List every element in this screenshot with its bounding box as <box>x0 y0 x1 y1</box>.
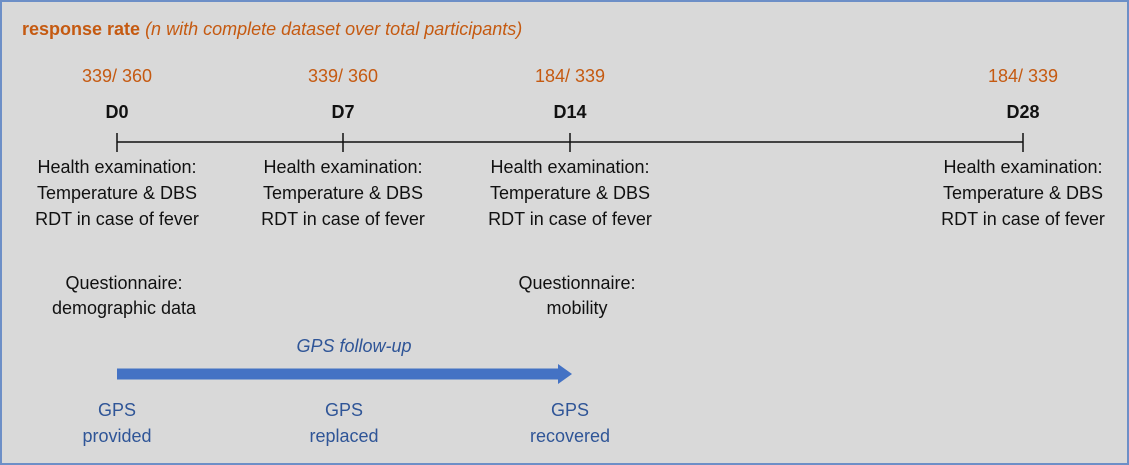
day: D7 <box>331 102 354 122</box>
gps-arrow-head <box>558 364 572 384</box>
exam-line: Health examination: <box>943 157 1102 177</box>
exam-line: Health examination: <box>37 157 196 177</box>
questionnaire-line: Questionnaire: <box>518 273 635 293</box>
header-note: (n with complete dataset over total part… <box>145 19 522 39</box>
gps-event: GPS <box>551 400 589 420</box>
questionnaire-line: Questionnaire: <box>65 273 182 293</box>
rate: 184/ 339 <box>988 66 1058 86</box>
exam-line: Health examination: <box>263 157 422 177</box>
exam-line: RDT in case of fever <box>488 209 652 229</box>
gps-event: replaced <box>309 426 378 446</box>
day: D0 <box>105 102 128 122</box>
day: D28 <box>1006 102 1039 122</box>
header-label: response rate <box>22 19 140 39</box>
exam-line: Temperature & DBS <box>943 183 1103 203</box>
questionnaire-line: demographic data <box>52 298 197 318</box>
header: response rate (n with complete dataset ov… <box>22 19 522 39</box>
exam-line: RDT in case of fever <box>35 209 199 229</box>
exam-line: RDT in case of fever <box>941 209 1105 229</box>
exam-line: RDT in case of fever <box>261 209 425 229</box>
rate: 339/ 360 <box>308 66 378 86</box>
gps-event: provided <box>82 426 151 446</box>
exam-line: Temperature & DBS <box>490 183 650 203</box>
gps-event: GPS <box>98 400 136 420</box>
rate: 339/ 360 <box>82 66 152 86</box>
gps-event: recovered <box>530 426 610 446</box>
questionnaire-line: mobility <box>546 298 607 318</box>
exam-line: Temperature & DBS <box>37 183 197 203</box>
day: D14 <box>553 102 586 122</box>
gps-label: GPS follow-up <box>296 336 411 356</box>
gps-event: GPS <box>325 400 363 420</box>
exam-line: Temperature & DBS <box>263 183 423 203</box>
exam-line: Health examination: <box>490 157 649 177</box>
rate: 184/ 339 <box>535 66 605 86</box>
